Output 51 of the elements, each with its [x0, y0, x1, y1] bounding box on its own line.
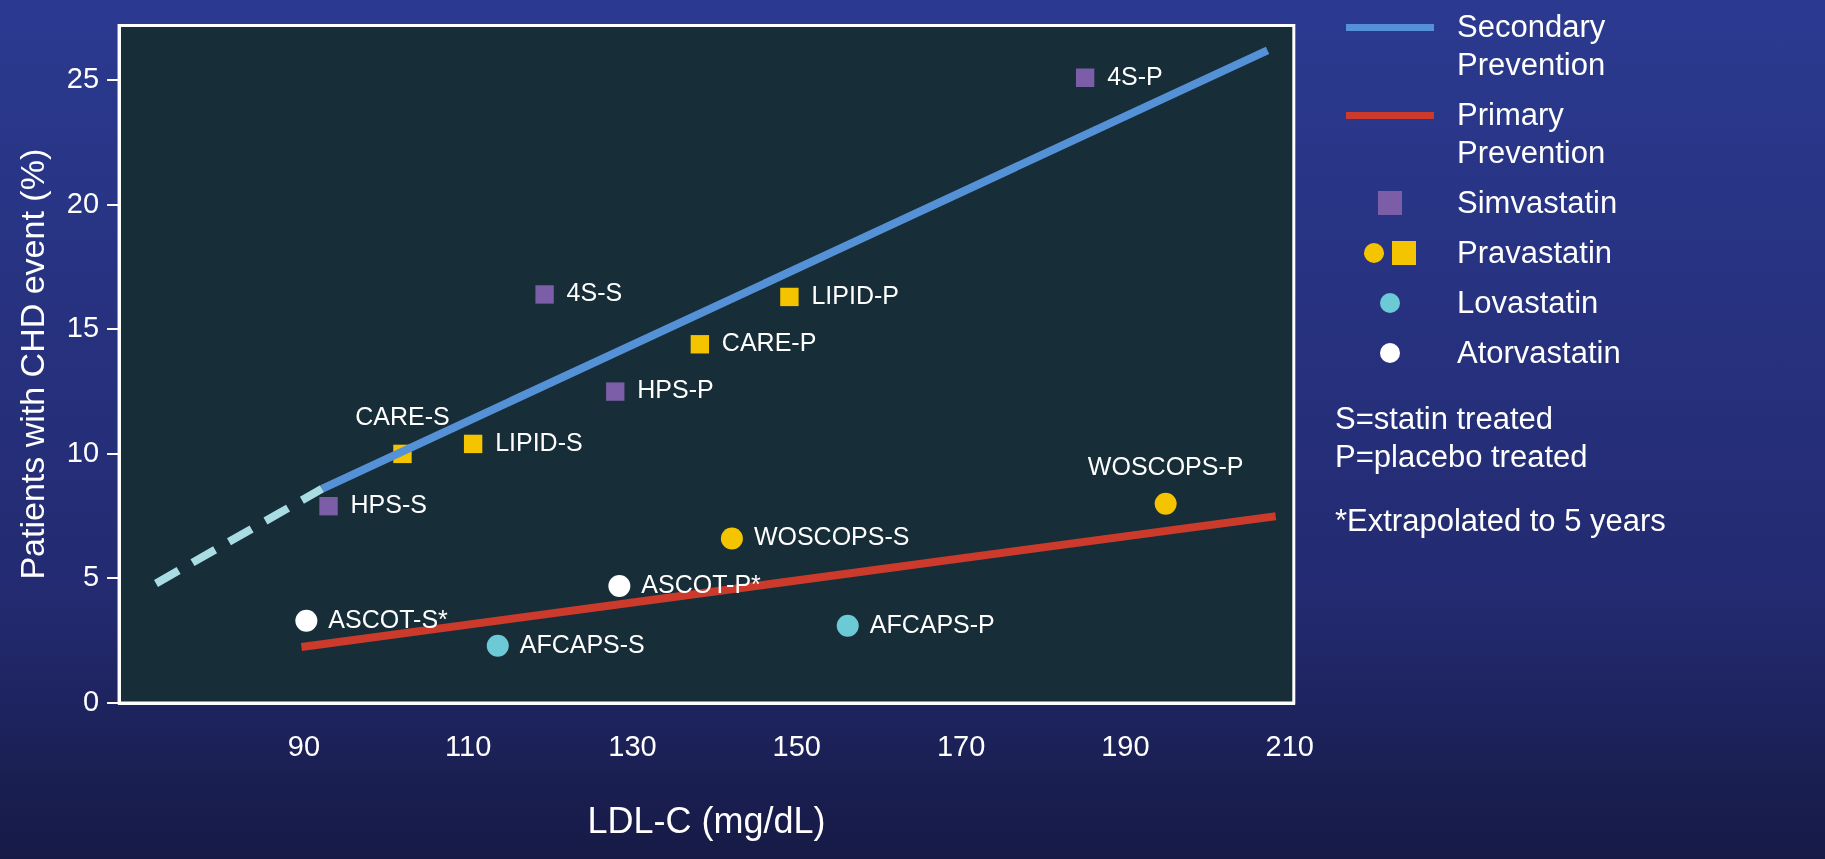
y-tick-label: 10: [66, 435, 100, 468]
point: [836, 614, 859, 637]
annotation: WOSCOPS-P: [1087, 451, 1244, 480]
annotation: CARE-S: [355, 401, 450, 430]
point: [720, 527, 743, 550]
point: [1075, 68, 1095, 87]
x-tick-label: 210: [1265, 730, 1314, 763]
point: [295, 609, 318, 632]
y-tick-label: 15: [66, 311, 100, 344]
annotation: ASCOT-P*: [641, 569, 762, 598]
x-tick-label: 150: [772, 730, 821, 763]
legend-label: Atorvastatin: [1457, 334, 1622, 372]
y-tick-label: 5: [82, 560, 100, 593]
annotation: LIPID-S: [495, 427, 583, 456]
annotation: ASCOT-S*: [328, 604, 449, 633]
legend-label: Simvastatin: [1457, 184, 1619, 222]
y-tick-label: 0: [82, 685, 100, 717]
annotation: HPS-P: [637, 375, 714, 404]
legend-label: Pravastatin: [1457, 234, 1614, 272]
point: [1154, 492, 1177, 515]
point: [780, 287, 799, 307]
x-tick-label: 190: [1101, 730, 1150, 763]
point: [486, 634, 509, 657]
legend-label: Lovastatin: [1457, 284, 1600, 322]
point: [608, 574, 631, 597]
annotation: CARE-P: [721, 328, 817, 357]
annotation: LIPID-P: [811, 280, 899, 309]
text: *Extrapolated to 5 years: [1335, 502, 1667, 540]
x-tick-label: 170: [936, 730, 986, 763]
point: [535, 285, 554, 304]
legend-label: Primary Prevention: [1457, 96, 1607, 172]
annotation: AFCAPS-P: [869, 609, 995, 638]
annotation: AFCAPS-S: [519, 629, 645, 658]
annotation: 4S-S: [566, 278, 623, 307]
x-tick-label: 130: [608, 730, 657, 763]
y-axis-title: Patients with CHD event (%): [12, 148, 51, 580]
legend-label: Secondary Prevention: [1457, 8, 1607, 84]
annotation: HPS-S: [350, 490, 427, 519]
x-tick-label: 90: [287, 730, 321, 763]
annotation: WOSCOPS-S: [753, 522, 910, 551]
annotation: 4S-P: [1107, 61, 1163, 90]
y-tick-label: 20: [66, 186, 100, 219]
x-axis-title: LDL-C (mg/dL): [587, 800, 826, 842]
y-tick-label: 25: [66, 62, 100, 95]
text: P=placebo treated: [1335, 438, 1589, 476]
text: S=statin treated: [1335, 400, 1554, 438]
point: [606, 382, 625, 401]
x-tick-label: 110: [445, 730, 492, 763]
point: [463, 434, 483, 454]
point: [690, 335, 710, 354]
point: [319, 497, 338, 516]
